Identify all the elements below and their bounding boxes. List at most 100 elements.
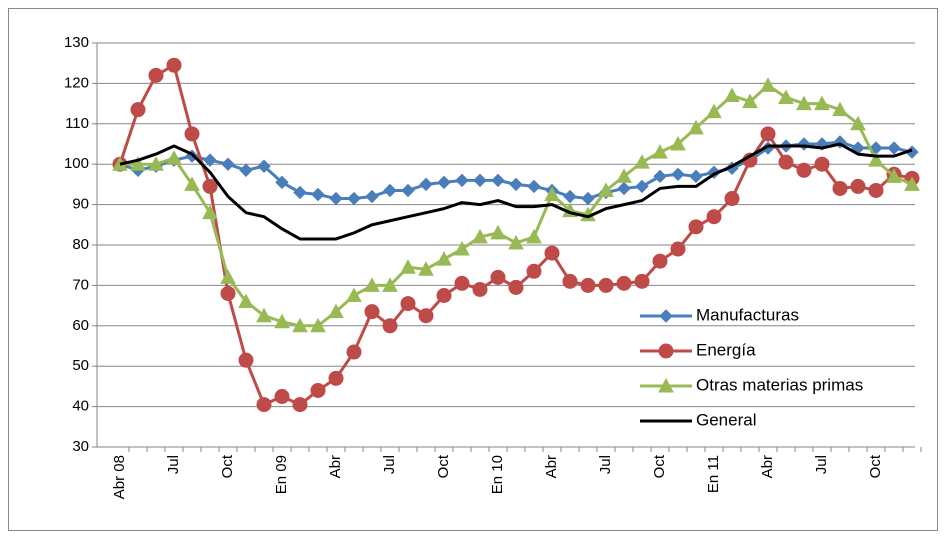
legend-label: General [696, 410, 756, 429]
x-tick-label: En 09 [273, 455, 290, 494]
data-point [472, 228, 488, 244]
data-point [418, 308, 434, 324]
x-tick-label: Jul [813, 455, 830, 474]
data-point [634, 273, 650, 289]
data-point [544, 186, 560, 201]
data-point [887, 141, 901, 155]
y-tick-label: 130 [64, 34, 89, 51]
data-point [238, 352, 254, 368]
data-point [347, 191, 361, 206]
data-point [814, 156, 830, 172]
x-tick-label: En 10 [489, 455, 506, 494]
legend-marker [659, 309, 673, 323]
data-point [202, 178, 218, 194]
data-point [598, 277, 614, 293]
data-point [364, 277, 380, 292]
legend-marker [658, 377, 674, 393]
data-point [130, 102, 146, 118]
data-point [652, 144, 668, 159]
data-point [760, 77, 776, 92]
data-point [491, 173, 505, 188]
data-point [563, 189, 577, 204]
legend-label: Manufacturas [696, 305, 799, 324]
data-point [418, 261, 434, 276]
data-point [364, 304, 380, 320]
data-point [220, 285, 236, 301]
data-point [598, 182, 614, 197]
x-tick-label: Oct [867, 454, 884, 478]
series-line [119, 142, 913, 241]
data-point [580, 277, 596, 293]
data-point [526, 228, 542, 244]
data-point [382, 318, 398, 334]
x-tick-label: Abr 08 [111, 455, 128, 499]
data-point [472, 281, 488, 297]
data-point [868, 152, 884, 167]
x-tick-label: Oct [651, 454, 668, 478]
data-point [310, 317, 326, 333]
data-point [509, 177, 523, 192]
data-point [796, 95, 812, 111]
x-tick-label: Jul [381, 455, 398, 474]
data-point [166, 150, 182, 165]
data-point [724, 191, 740, 207]
data-point [311, 187, 325, 202]
data-point [257, 159, 271, 173]
data-point [419, 177, 433, 192]
data-point [562, 273, 578, 289]
data-point [454, 240, 470, 256]
data-point [544, 245, 560, 261]
data-point [275, 175, 289, 190]
data-point [202, 204, 218, 220]
data-point [329, 191, 343, 206]
data-point [274, 313, 290, 329]
data-point [256, 397, 272, 413]
x-tick-label: Abr [543, 455, 560, 478]
data-point [490, 224, 506, 240]
data-point [671, 167, 685, 182]
data-point [436, 251, 452, 266]
y-tick-label: 60 [72, 317, 89, 334]
data-point [508, 234, 524, 250]
data-point [778, 89, 794, 105]
data-point [148, 67, 164, 83]
data-point [832, 101, 848, 117]
data-point [382, 277, 398, 292]
data-point [256, 307, 272, 323]
y-tick-label: 120 [64, 74, 89, 91]
data-point [670, 135, 686, 151]
data-point [635, 179, 649, 194]
data-point [634, 154, 650, 169]
data-point [454, 275, 470, 291]
data-point [346, 287, 362, 302]
data-point [706, 103, 722, 119]
legend-label: Otras materias primas [696, 375, 863, 394]
data-point [274, 389, 290, 404]
data-point [689, 169, 703, 184]
data-point [365, 189, 379, 204]
data-point [616, 168, 632, 183]
y-tick-label: 90 [72, 196, 89, 213]
data-point [778, 154, 794, 170]
x-tick-label: En 11 [705, 455, 722, 493]
data-point [184, 126, 200, 142]
data-point [238, 293, 254, 309]
data-point [526, 263, 542, 279]
data-point [760, 126, 776, 142]
data-point [617, 181, 631, 196]
data-point [328, 370, 344, 386]
data-point [239, 163, 253, 177]
y-tick-label: 40 [72, 398, 89, 415]
y-tick-label: 70 [72, 276, 89, 293]
chart-frame [8, 8, 938, 531]
data-point [184, 176, 200, 191]
data-point [220, 269, 236, 284]
x-tick-label: Oct [219, 454, 236, 478]
data-point [742, 93, 758, 109]
data-point [490, 269, 506, 285]
x-tick-label: Oct [435, 454, 452, 478]
y-tick-label: 100 [64, 155, 89, 172]
data-point [652, 253, 668, 269]
data-point [850, 178, 866, 194]
y-tick-label: 50 [72, 357, 89, 374]
